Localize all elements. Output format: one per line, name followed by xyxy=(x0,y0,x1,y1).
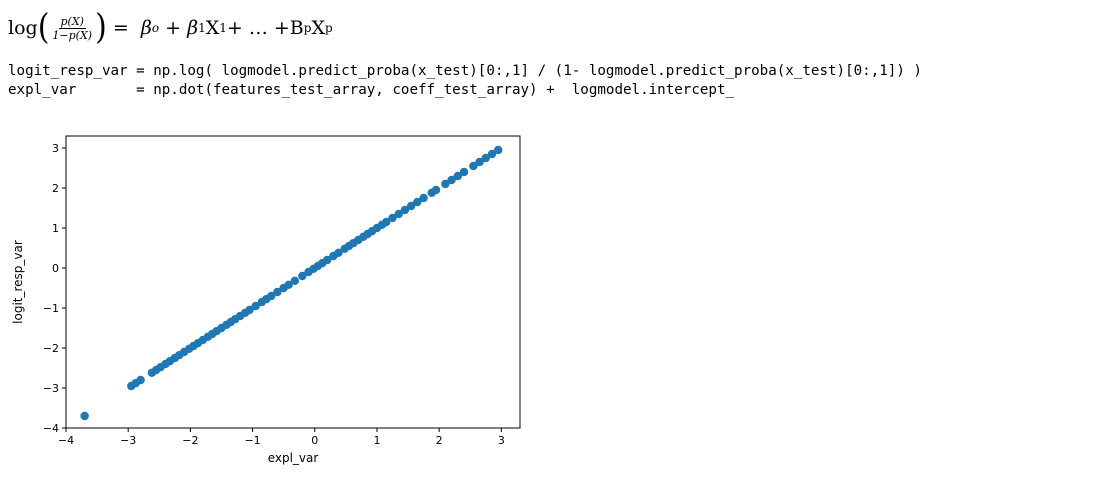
y-axis: −4 −3 −2 −1 0 1 2 3 xyxy=(43,142,66,435)
formula-bp-sub: p xyxy=(303,21,312,35)
scatter-point xyxy=(382,217,391,227)
scatter-point xyxy=(394,209,403,219)
formula-close-paren: ) xyxy=(95,7,107,48)
y-tick-label: −1 xyxy=(43,302,59,315)
scatter-point xyxy=(290,276,300,285)
formula-beta1-sub: 1 xyxy=(198,21,206,35)
scatter-point xyxy=(481,153,490,163)
formula-x1: X xyxy=(205,17,220,39)
code-block: logit_resp_var = np.log( logmodel.predic… xyxy=(8,62,922,100)
scatter-point xyxy=(475,157,484,167)
x-tick-label: −4 xyxy=(58,434,74,447)
formula-fraction: p(X) 1−p(X) xyxy=(50,15,94,42)
scatter-point xyxy=(334,248,343,257)
scatter-point xyxy=(494,145,503,155)
formula-beta0-sub: o xyxy=(151,21,160,35)
y-axis-label: logit_resp_var xyxy=(11,240,25,324)
x-tick-label: −3 xyxy=(120,434,136,447)
formula-denominator: 1−p(X) xyxy=(52,28,93,42)
scatter-point xyxy=(419,193,428,203)
x-tick-label: 0 xyxy=(311,434,318,447)
y-tick-label: 0 xyxy=(52,262,59,275)
scatter-point xyxy=(323,255,332,265)
code-line-2: expl_var = np.dot(features_test_array, c… xyxy=(8,82,735,98)
scatter-point xyxy=(136,375,145,385)
scatter-point xyxy=(245,305,254,315)
code-line-1: logit_resp_var = np.log( logmodel.predic… xyxy=(8,63,922,79)
formula-ellipsis: + … + xyxy=(226,17,290,39)
scatter-point xyxy=(284,280,293,289)
x-tick-label: −1 xyxy=(244,434,260,447)
formula-xp: X xyxy=(311,17,325,39)
scatter-point xyxy=(406,201,416,211)
formula-x1-sub: 1 xyxy=(219,21,227,35)
formula-numerator: p(X) xyxy=(58,14,86,29)
formula-open-paren: ( xyxy=(37,7,50,48)
formula-bp: B xyxy=(289,17,304,39)
data-points xyxy=(80,145,503,421)
formula-beta0: β xyxy=(140,17,152,39)
x-tick-label: 2 xyxy=(436,434,443,447)
formula-beta1: β xyxy=(187,17,199,39)
scatter-point xyxy=(431,185,441,195)
scatter-point xyxy=(441,179,450,189)
scatter-point xyxy=(487,149,497,159)
scatter-point xyxy=(413,197,422,207)
scatter-point xyxy=(453,171,463,181)
scatter-point xyxy=(388,213,397,223)
axes-frame xyxy=(65,135,521,429)
formula-plus-1: + xyxy=(165,17,182,39)
x-tick-label: 1 xyxy=(373,434,380,447)
scatter-point xyxy=(251,301,260,311)
x-axis: −4 −3 −2 −1 0 1 2 3 xyxy=(58,428,505,447)
y-tick-label: −2 xyxy=(43,342,59,355)
formula-log: log xyxy=(8,17,38,39)
y-tick-label: −3 xyxy=(43,382,59,395)
y-tick-label: 2 xyxy=(52,182,59,195)
scatter-point xyxy=(267,291,276,301)
scatter-point xyxy=(459,167,469,177)
y-tick-label: 1 xyxy=(52,222,59,235)
scatter-point xyxy=(447,175,456,185)
y-tick-label: 3 xyxy=(52,142,59,155)
x-tick-label: 3 xyxy=(498,434,505,447)
scatter-point xyxy=(273,287,282,297)
x-tick-label: −2 xyxy=(182,434,198,447)
scatter-point xyxy=(298,271,307,281)
x-axis-label: expl_var xyxy=(268,451,319,465)
scatter-point xyxy=(469,161,478,171)
formula-equals: = xyxy=(106,17,141,39)
scatter-chart: −4 −3 −2 −1 0 1 2 3 −4 −3 −2 −1 0 1 2 3 expl_var logit… xyxy=(11,135,521,465)
scatter-point xyxy=(80,411,89,421)
scatter-point xyxy=(400,205,410,215)
formula-xp-sub: p xyxy=(324,21,333,35)
plot-area: −4 −3 −2 −1 0 1 2 3 −4 −3 −2 −1 0 1 2 3 xyxy=(43,135,521,447)
y-tick-label: −4 xyxy=(43,422,59,435)
